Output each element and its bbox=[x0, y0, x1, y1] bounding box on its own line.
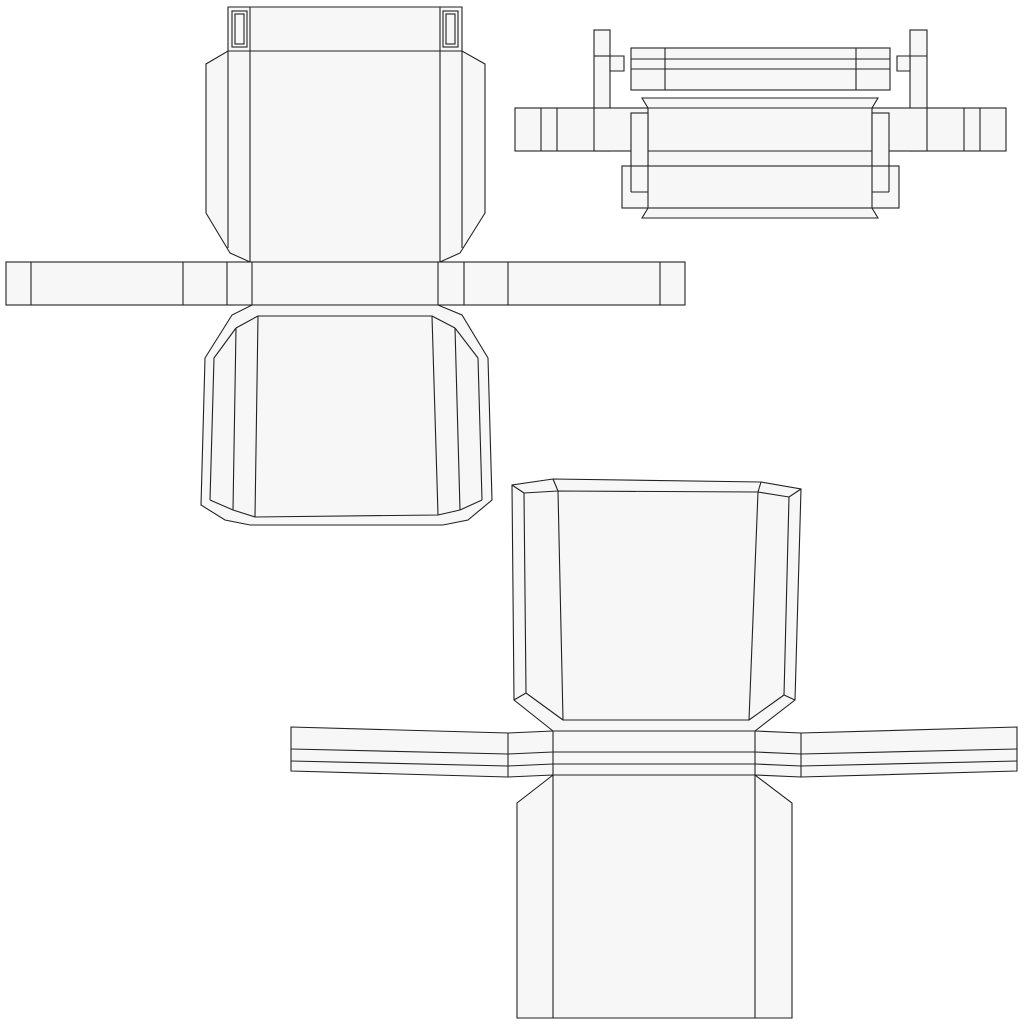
back-panel bbox=[511, 478, 802, 732]
top-flap bbox=[227, 6, 463, 52]
front-panel bbox=[516, 774, 793, 1019]
net-bottom-right bbox=[290, 478, 1018, 1019]
lower-panel bbox=[200, 304, 493, 526]
slot-left bbox=[231, 10, 248, 48]
bottom-strip bbox=[621, 165, 900, 209]
upper-panel bbox=[205, 50, 486, 263]
net-top-left bbox=[5, 6, 686, 526]
top-strip bbox=[630, 47, 891, 91]
horizontal-band bbox=[5, 261, 686, 306]
slot-right bbox=[442, 10, 459, 48]
net-top-right bbox=[514, 29, 1007, 219]
arm-band bbox=[290, 726, 1018, 778]
